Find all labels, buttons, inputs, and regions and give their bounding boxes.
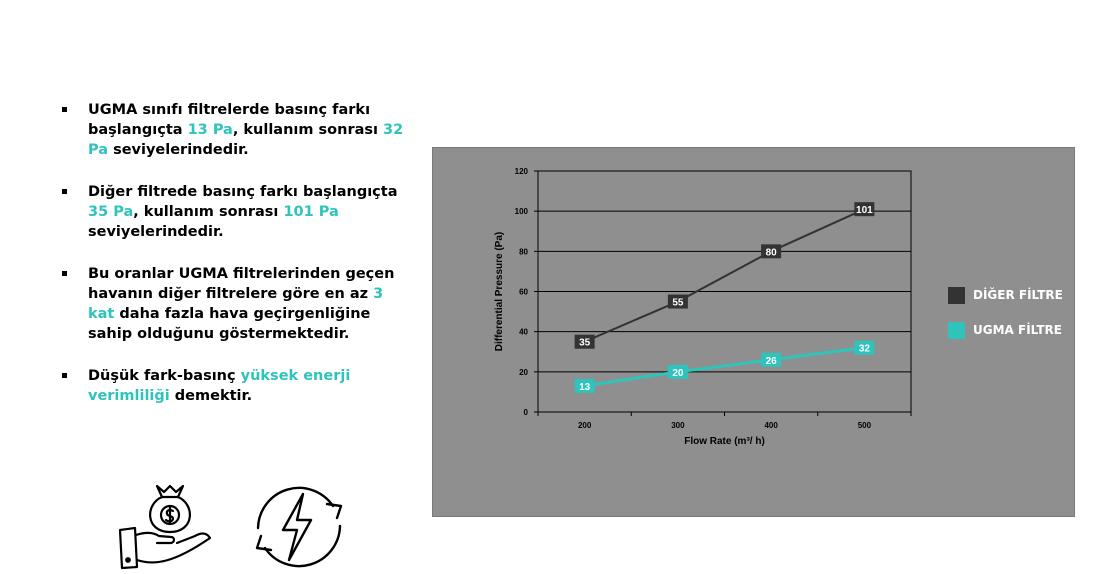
data-point-marker [761,244,782,259]
y-tick-label: 80 [519,247,528,256]
highlight-32pa: 32 Pa [88,122,404,158]
legend-swatch-diger [948,286,965,304]
y-tick-label: 120 [515,167,529,176]
bullet-other-pressure: Diğer filtrede basınç farkı başlangıçta … [60,182,405,242]
data-point-marker [667,294,688,309]
highlight-13pa: 13 Pa [187,122,233,138]
bullet-list: UGMA sınıfı filtrelerde basınç farkı baş… [60,100,405,428]
series-line-0 [584,208,865,343]
y-tick-label: 60 [519,288,528,297]
y-tick-label: 40 [519,328,528,337]
bullet-ratio: Bu oranlar UGMA filtrelerinden geçen hav… [60,264,405,344]
bullet-ugma-pressure: UGMA sınıfı filtrelerde basınç farkı baş… [60,100,405,160]
x-tick-label: 400 [764,421,778,430]
y-tick-label: 100 [515,207,529,216]
series-line-1 [584,346,865,388]
highlight-3-kat: 3 kat [88,286,384,322]
line-chart: 0 20 40 60 80 100 120 200 300 400 500 Flow Rate (m³… [494,167,912,447]
data-label: 20 [672,368,684,379]
y-tick-label: 20 [519,368,528,377]
x-tick-label: 200 [578,421,592,430]
data-label: 101 [856,205,873,216]
bullet-energy: Düşük fark-basınç yüksek enerji verimlil… [60,366,405,406]
data-label: 26 [766,356,778,367]
legend-swatch-ugma [948,321,965,339]
data-label: 32 [859,344,871,355]
data-label: 55 [672,298,684,309]
y-tick-label: 0 [524,408,529,417]
legend-item-ugma: UGMA FİLTRE [948,320,1062,340]
data-point-marker [761,352,782,367]
highlight-35pa: 35 Pa [88,204,134,220]
x-tick-label: 300 [671,421,685,430]
x-axis-label: Flow Rate (m³/ h) [684,436,765,447]
legend-label-ugma: UGMA FİLTRE [973,323,1062,337]
x-tick-label: 500 [858,421,872,430]
data-label: 80 [766,247,778,258]
data-point-marker [854,202,875,217]
data-point-marker [574,378,595,393]
energy-cycle-icon [255,486,343,568]
legend-item-diger: DİĞER FİLTRE [948,285,1063,305]
data-label: 13 [579,382,591,393]
data-point-marker [667,364,688,379]
data-point-marker [574,334,595,349]
highlight-101pa: 101 Pa [283,204,339,220]
legend-label-diger: DİĞER FİLTRE [973,288,1063,302]
highlight-energy-efficiency: yüksek enerji verimliliği [88,368,351,404]
data-point-marker [854,340,875,355]
y-axis-label: Differential Pressure (Pa) [494,232,505,352]
money-bag-hand-icon [118,484,212,570]
chart-panel: 0 20 40 60 80 100 120 200 300 400 500 Flow Rate (m³… [432,147,1075,517]
data-label: 35 [579,338,591,349]
